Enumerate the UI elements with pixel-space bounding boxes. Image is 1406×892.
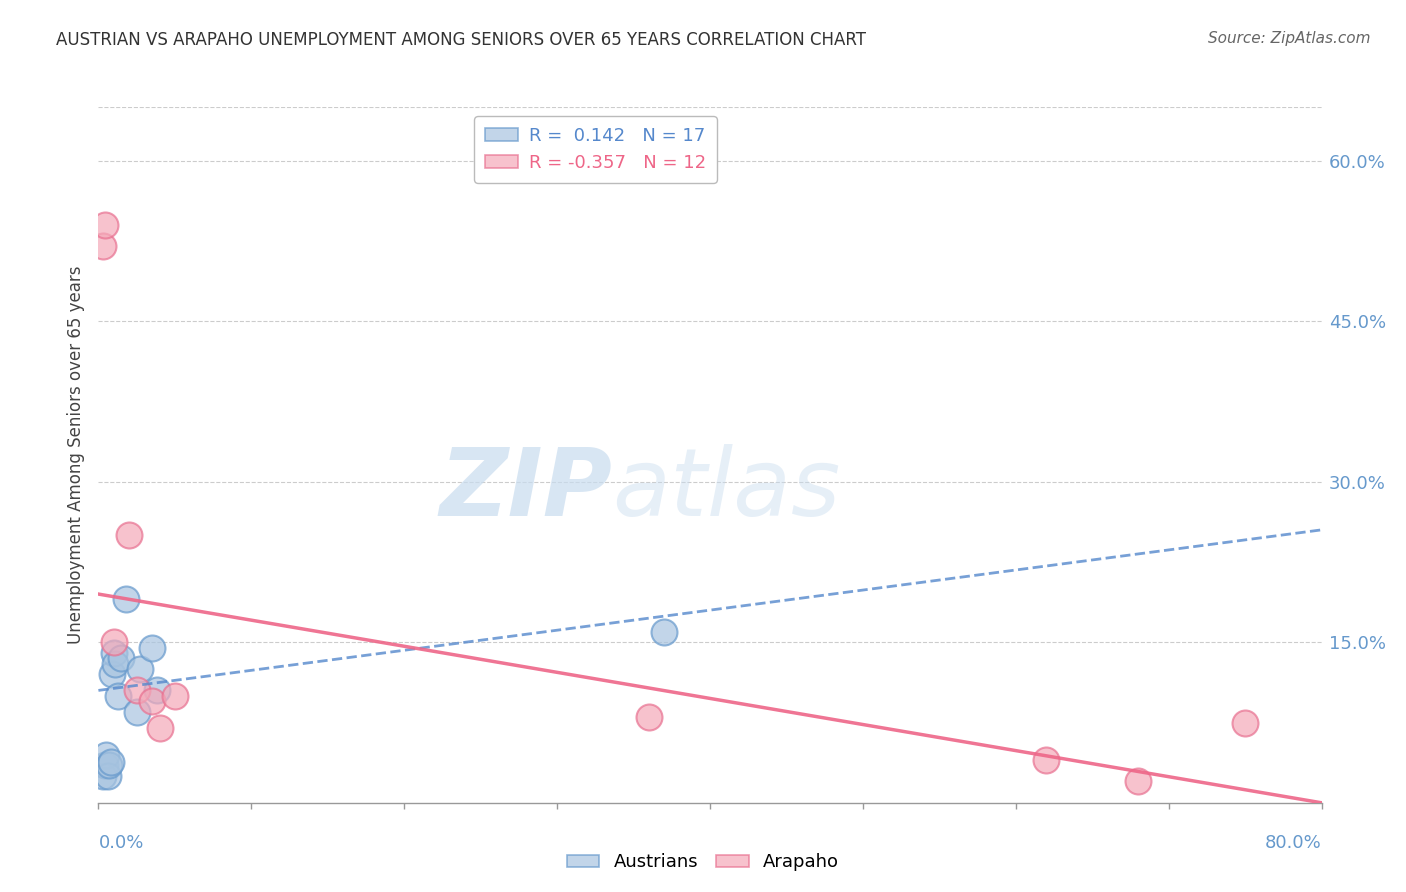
Point	[141, 694, 163, 708]
Y-axis label: Unemployment Among Seniors over 65 years: Unemployment Among Seniors over 65 years	[66, 266, 84, 644]
Text: 0.0%: 0.0%	[98, 834, 143, 852]
Point	[1234, 715, 1257, 730]
Point	[94, 747, 117, 762]
Text: atlas: atlas	[612, 444, 841, 535]
Point	[107, 689, 129, 703]
Point	[98, 758, 121, 772]
Point	[104, 657, 127, 671]
Point	[103, 646, 125, 660]
Point	[149, 721, 172, 735]
Point	[93, 218, 115, 232]
Point	[141, 640, 163, 655]
Point	[1128, 774, 1150, 789]
Point	[91, 239, 114, 253]
Point	[125, 683, 148, 698]
Text: 80.0%: 80.0%	[1265, 834, 1322, 852]
Point	[1035, 753, 1057, 767]
Point	[101, 667, 124, 681]
Point	[125, 705, 148, 719]
Text: Source: ZipAtlas.com: Source: ZipAtlas.com	[1208, 31, 1371, 46]
Point	[652, 624, 675, 639]
Legend: R =  0.142   N = 17, R = -0.357   N = 12: R = 0.142 N = 17, R = -0.357 N = 12	[474, 116, 717, 183]
Point	[145, 683, 167, 698]
Point	[115, 592, 138, 607]
Legend: Austrians, Arapaho: Austrians, Arapaho	[560, 847, 846, 879]
Point	[163, 689, 186, 703]
Point	[118, 528, 141, 542]
Point	[97, 769, 120, 783]
Point	[93, 758, 115, 772]
Point	[128, 662, 150, 676]
Point	[100, 755, 122, 769]
Text: AUSTRIAN VS ARAPAHO UNEMPLOYMENT AMONG SENIORS OVER 65 YEARS CORRELATION CHART: AUSTRIAN VS ARAPAHO UNEMPLOYMENT AMONG S…	[56, 31, 866, 49]
Text: ZIP: ZIP	[439, 443, 612, 536]
Point	[103, 635, 125, 649]
Point	[110, 651, 132, 665]
Point	[91, 769, 114, 783]
Point	[637, 710, 661, 724]
